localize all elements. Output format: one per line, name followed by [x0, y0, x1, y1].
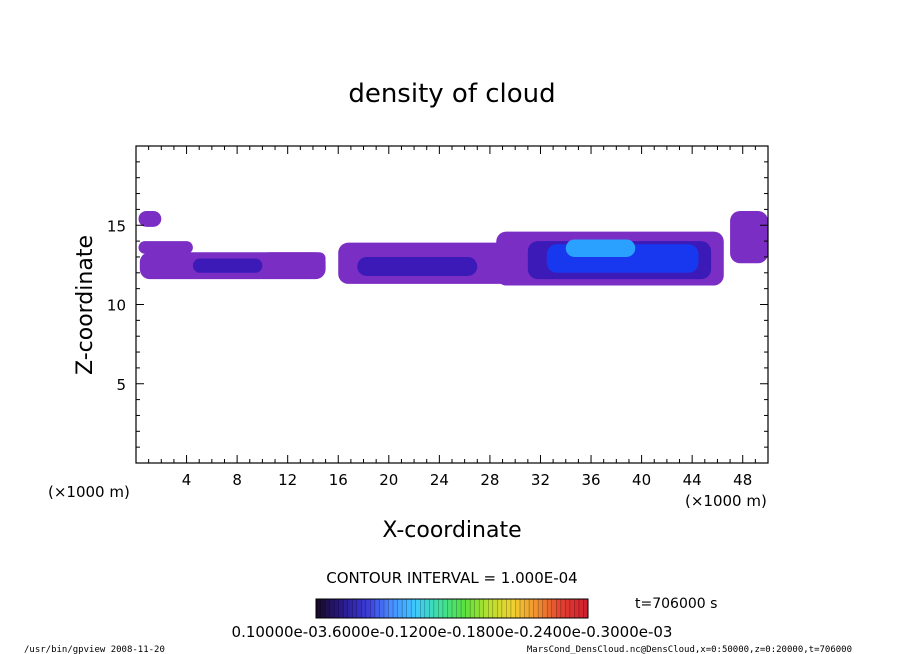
colorbar-swatch — [361, 599, 367, 618]
colorbar-swatch — [524, 599, 530, 618]
x-tick-label: 36 — [581, 471, 600, 489]
colorbar-swatch — [433, 599, 439, 618]
colorbar-swatch — [347, 599, 353, 618]
colorbar-swatch — [547, 599, 553, 618]
colorbar-swatch — [402, 599, 408, 618]
footer-right: MarsCond_DensCloud.nc@DensCloud,x=0:5000… — [527, 645, 852, 654]
colorbar-swatch — [497, 599, 503, 618]
colorbar-swatch — [474, 599, 480, 618]
colorbar-swatch — [529, 599, 535, 618]
cloud-region-outer — [138, 241, 193, 254]
colorbar-swatch — [538, 599, 544, 618]
plot-area — [138, 210, 768, 286]
x-unit-left: (×1000 m) — [48, 483, 130, 501]
colorbar-swatch — [338, 599, 344, 618]
colorbar-swatch — [374, 599, 380, 618]
x-tick-label: 4 — [182, 471, 192, 489]
cloud-region-bright — [565, 239, 636, 257]
colorbar-swatch — [406, 599, 412, 618]
x-tick-label: 28 — [480, 471, 499, 489]
colorbar-swatch — [442, 599, 448, 618]
colorbar-swatch — [520, 599, 526, 618]
colorbar-swatch — [447, 599, 453, 618]
colorbar-swatch — [551, 599, 557, 618]
colorbar-swatch — [365, 599, 371, 618]
colorbar-swatch — [533, 599, 539, 618]
y-tick-label: 5 — [116, 376, 126, 394]
colorbar-swatch — [325, 599, 331, 618]
x-tick-label: 48 — [733, 471, 752, 489]
colorbar-swatch — [488, 599, 494, 618]
x-tick-label: 12 — [278, 471, 297, 489]
x-axis-label: X-coordinate — [382, 518, 521, 543]
colorbar-swatch — [438, 599, 444, 618]
colorbar-swatch — [352, 599, 358, 618]
colorbar-swatch — [542, 599, 548, 618]
cloud-region-mid — [357, 256, 478, 276]
x-tick-label: 44 — [683, 471, 702, 489]
colorbar-labels: 0.10000e-03.6000e-0.1200e-0.1800e-0.2400… — [232, 623, 673, 641]
colorbar-swatch — [329, 599, 335, 618]
chart-title: density of cloud — [348, 79, 555, 109]
colorbar-swatch — [370, 599, 376, 618]
x-tick-label: 32 — [531, 471, 550, 489]
x-tick-label: 16 — [329, 471, 348, 489]
colorbar-frame — [315, 598, 589, 619]
footer-left: /usr/bin/gpview 2008-11-20 — [24, 645, 165, 654]
colorbar-swatch — [456, 599, 462, 618]
colorbar-swatch — [424, 599, 430, 618]
cloud-region-outer — [138, 210, 162, 227]
colorbar-swatch — [415, 599, 421, 618]
colorbar-swatch — [483, 599, 489, 618]
x-tick-label: 8 — [232, 471, 242, 489]
colorbar-swatch — [429, 599, 435, 618]
cloud-region-outer — [730, 210, 768, 264]
colorbar-swatch — [506, 599, 512, 618]
colorbar-swatch — [320, 599, 326, 618]
time-label: t=706000 s — [635, 596, 717, 612]
colorbar-swatch — [578, 599, 584, 618]
colorbar-swatch — [560, 599, 566, 618]
colorbar-swatch — [452, 599, 458, 618]
contour-interval-label: CONTOUR INTERVAL = 1.000E-04 — [326, 569, 577, 587]
colorbar — [315, 598, 589, 619]
plot-frame — [135, 145, 769, 464]
colorbar-swatch — [461, 599, 467, 618]
colorbar-swatch — [388, 599, 394, 618]
colorbar-swatch — [501, 599, 507, 618]
colorbar-swatch — [334, 599, 340, 618]
colorbar-swatch — [565, 599, 571, 618]
colorbar-swatch — [411, 599, 417, 618]
colorbar-swatch — [479, 599, 485, 618]
cloud-region-mid — [192, 258, 263, 273]
colorbar-swatch — [343, 599, 349, 618]
y-axis-label: Z-coordinate — [73, 235, 98, 375]
colorbar-swatch — [393, 599, 399, 618]
colorbar-swatch — [556, 599, 562, 618]
cloud-region-outer — [262, 252, 326, 265]
colorbar-swatch — [465, 599, 471, 618]
colorbar-swatch — [470, 599, 476, 618]
colorbar-swatch — [379, 599, 385, 618]
colorbar-swatch — [515, 599, 521, 618]
x-unit-right: (×1000 m) — [685, 492, 767, 510]
x-tick-label: 40 — [632, 471, 651, 489]
x-tick-label: 24 — [430, 471, 449, 489]
colorbar-swatch — [316, 599, 322, 618]
x-tick-label: 20 — [379, 471, 398, 489]
colorbar-swatch — [583, 599, 589, 618]
y-tick-label: 15 — [107, 217, 126, 235]
colorbar-swatch — [420, 599, 426, 618]
colorbar-swatch — [569, 599, 575, 618]
colorbar-swatch — [574, 599, 580, 618]
colorbar-swatch — [356, 599, 362, 618]
colorbar-swatch — [397, 599, 403, 618]
colorbar-swatch — [510, 599, 516, 618]
y-tick-label: 10 — [107, 297, 126, 315]
colorbar-swatch — [384, 599, 390, 618]
colorbar-swatch — [492, 599, 498, 618]
